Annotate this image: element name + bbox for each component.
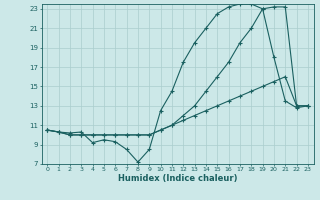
X-axis label: Humidex (Indice chaleur): Humidex (Indice chaleur) xyxy=(118,174,237,183)
